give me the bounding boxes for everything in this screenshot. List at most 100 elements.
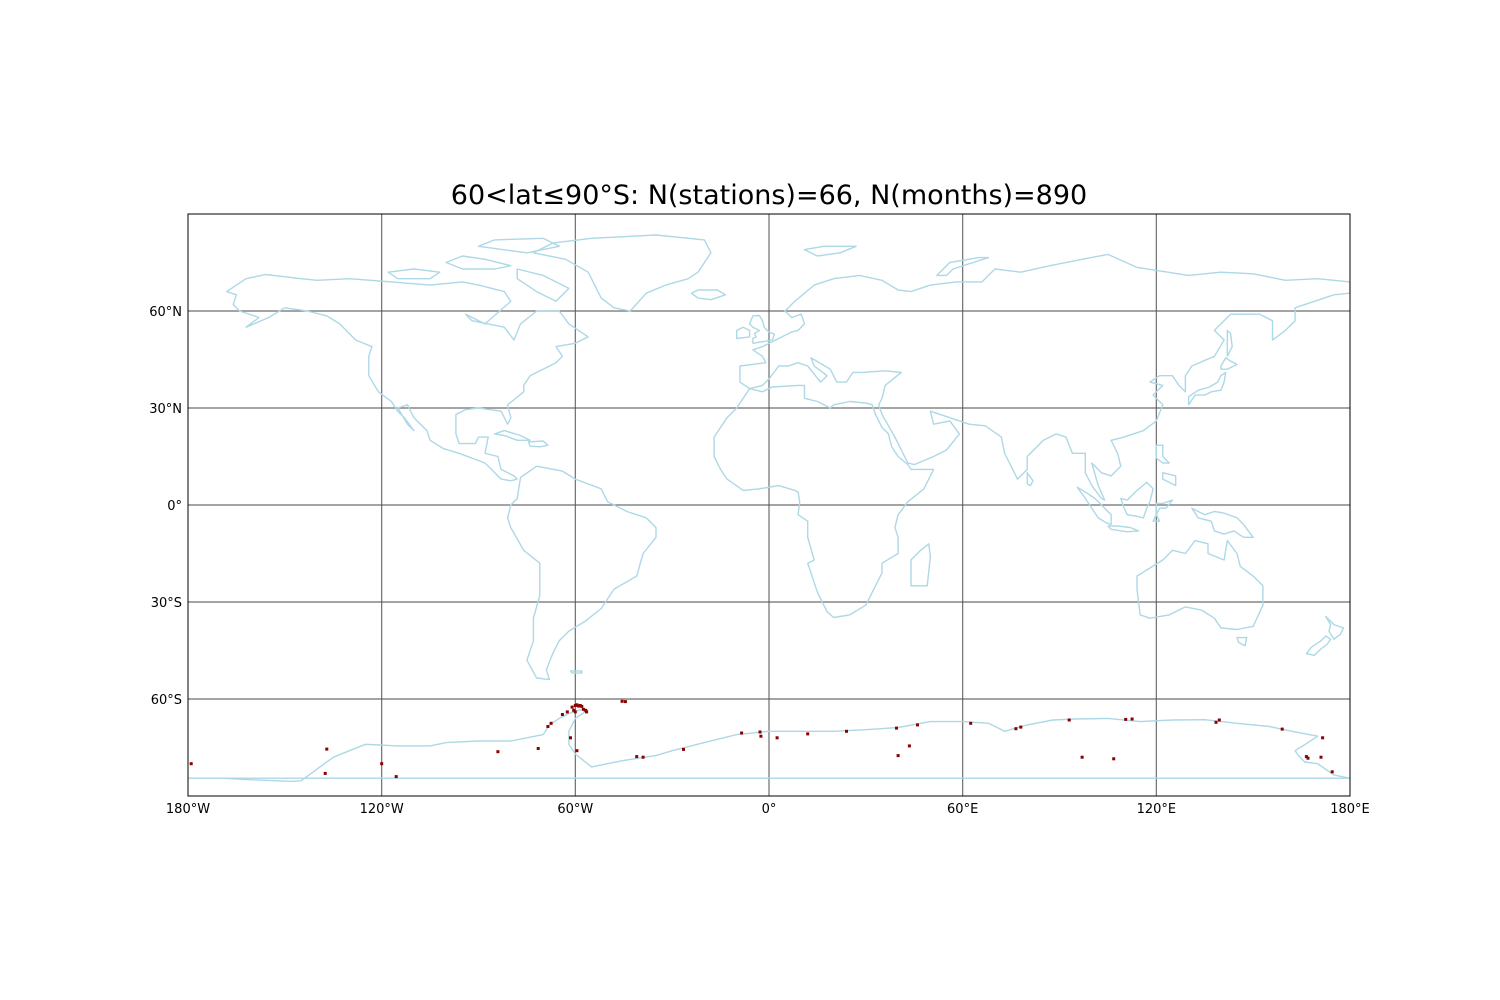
station-marker	[536, 747, 540, 750]
station-marker	[1080, 755, 1084, 759]
station-marker	[560, 713, 564, 716]
station-marker	[581, 707, 585, 711]
station-marker	[896, 754, 900, 758]
station-marker	[569, 736, 572, 740]
station-marker	[1280, 727, 1284, 731]
station-marker	[575, 703, 579, 707]
plot-frame	[187, 213, 1351, 797]
coastline	[1162, 472, 1177, 487]
station-marker	[546, 725, 550, 728]
station-marker	[1330, 770, 1334, 774]
station-marker	[573, 710, 577, 714]
station-marker	[325, 747, 329, 751]
coastline	[748, 314, 776, 344]
coastline	[690, 289, 727, 301]
y-tick-label: 60°S	[151, 693, 182, 708]
station-marker	[584, 708, 588, 712]
station-marker	[623, 700, 627, 704]
y-tick-label: 0°	[167, 499, 182, 514]
x-tick-label: 120°W	[360, 802, 404, 817]
coastline	[713, 384, 935, 619]
coastline	[445, 255, 512, 270]
station-marker	[759, 734, 763, 738]
coastline	[506, 465, 657, 681]
x-tick-label: 120°E	[1137, 802, 1177, 817]
coastline	[1136, 539, 1264, 631]
coastline	[1305, 635, 1332, 656]
y-tick-label: 60°N	[149, 305, 182, 320]
station-marker	[1319, 755, 1323, 759]
station-marker	[641, 755, 645, 759]
coastline	[1107, 525, 1140, 533]
station-marker	[394, 775, 398, 779]
station-marker	[969, 721, 973, 725]
coastline	[1155, 444, 1170, 464]
x-tick-label: 180°W	[166, 802, 210, 817]
chart-title: 60<lat≤90°S: N(stations)=66, N(months)=8…	[450, 180, 1088, 211]
station-marker	[573, 704, 577, 707]
station-marker	[845, 729, 848, 733]
coastline	[226, 273, 589, 482]
station-marker	[635, 755, 639, 759]
coastline	[516, 268, 570, 302]
y-tick-label: 30°N	[149, 402, 182, 417]
station-marker	[1304, 755, 1308, 759]
station-marker	[380, 762, 384, 766]
coastline	[1152, 499, 1174, 522]
station-marker	[895, 726, 898, 730]
station-marker	[775, 736, 779, 740]
station-marker	[572, 708, 576, 712]
station-marker	[758, 730, 762, 734]
station-marker	[1130, 717, 1134, 721]
station-marker	[1214, 720, 1218, 724]
station-marker	[577, 704, 581, 708]
x-tick-label: 60°E	[947, 802, 978, 817]
station-marker	[580, 704, 584, 708]
coastline	[1076, 486, 1112, 526]
coastline	[493, 429, 531, 441]
station-marker	[740, 731, 744, 735]
station-marker	[1019, 725, 1023, 729]
coastline	[1191, 507, 1254, 538]
station-marker	[585, 710, 589, 714]
coastline	[532, 234, 712, 312]
station-marker	[620, 699, 624, 703]
coastline	[477, 237, 560, 254]
station-marker	[1124, 717, 1128, 721]
coastline	[1236, 636, 1248, 647]
coastline	[527, 440, 549, 448]
station-marker	[323, 771, 327, 775]
station-marker	[1306, 756, 1310, 760]
station-marker	[549, 721, 553, 725]
coastline	[188, 708, 1350, 783]
gridlines	[188, 214, 1350, 796]
station-marker	[578, 704, 582, 707]
coastline	[803, 245, 857, 257]
x-tick-label: 0°	[762, 802, 777, 817]
station-marker	[916, 723, 919, 727]
station-marker	[1014, 727, 1018, 731]
coastline	[569, 670, 583, 674]
coastline	[1026, 472, 1034, 487]
station-marker	[1112, 757, 1116, 761]
axis-tick-labels: 180°W 120°W 60°W 0° 60°E 120°E 180°E 60°N 30°N 0°…	[149, 305, 1370, 817]
station-marker	[1321, 736, 1325, 740]
coastline	[736, 326, 751, 340]
x-tick-label: 180°E	[1330, 802, 1370, 817]
coastline	[1120, 481, 1154, 519]
station-marker	[682, 747, 685, 751]
coastline	[387, 268, 441, 280]
coastline	[739, 253, 1350, 501]
coastline	[1187, 371, 1227, 406]
station-marker	[806, 732, 810, 736]
station-marker	[907, 744, 911, 748]
coastlines	[188, 234, 1350, 783]
station-marker	[565, 710, 569, 714]
station-markers	[189, 699, 1334, 779]
y-tick-label: 30°S	[151, 596, 182, 611]
coastline	[1220, 357, 1238, 370]
coastline	[910, 543, 932, 587]
station-marker	[189, 762, 193, 766]
coastline	[1226, 329, 1233, 357]
